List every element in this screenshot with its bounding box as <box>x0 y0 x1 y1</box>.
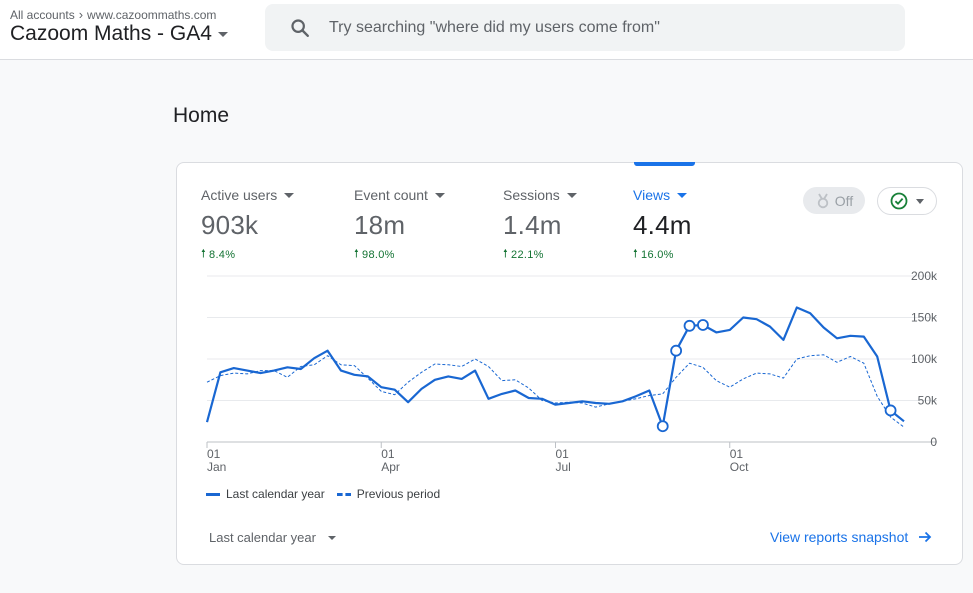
check-circle-icon <box>890 192 908 210</box>
metric-label: Views <box>633 187 671 203</box>
property-selector[interactable]: Cazoom Maths - GA4 <box>10 22 228 46</box>
legend-solid-swatch <box>206 492 220 496</box>
metric-change-value: 16.0% <box>641 248 674 261</box>
series-line-current <box>205 306 905 428</box>
metric-tab-active-users[interactable]: Active users 903k 🠕 8.4% <box>201 187 295 264</box>
legend-label: Previous period <box>356 487 441 501</box>
metric-value: 18m <box>354 210 406 240</box>
legend-label: Last calendar year <box>226 487 325 501</box>
anomaly-marker <box>670 344 683 357</box>
arrow-up-icon: 🠕 <box>354 248 360 260</box>
metric-label: Event count <box>354 187 428 203</box>
metric-change: 🠕 98.0% <box>354 245 445 264</box>
metric-change: 🠕 16.0% <box>633 245 692 264</box>
view-reports-snapshot-link[interactable]: View reports snapshot <box>770 529 932 545</box>
x-tick-label: Oct <box>730 460 749 474</box>
arrow-up-icon: 🠕 <box>633 248 639 260</box>
metric-value: 1.4m <box>503 210 562 240</box>
x-tick-label: Jan <box>207 460 226 474</box>
medal-icon <box>817 193 828 208</box>
search-input[interactable] <box>327 17 891 38</box>
arrow-up-icon: 🠕 <box>503 248 509 260</box>
caret-down-icon <box>434 192 445 198</box>
x-tick-label: 01 <box>730 447 744 461</box>
anomaly-marker <box>683 319 696 332</box>
y-tick-label: 150k <box>911 311 938 325</box>
metric-change-value: 98.0% <box>362 248 395 261</box>
y-tick-label: 0 <box>930 435 937 449</box>
metric-change: 🠕 8.4% <box>201 245 294 264</box>
date-range-selector[interactable]: Last calendar year <box>209 530 336 545</box>
x-tick-label: 01 <box>207 447 221 461</box>
toggle-label: Off <box>834 192 854 209</box>
arrow-right-icon <box>919 531 932 543</box>
metric-label: Sessions <box>503 187 560 203</box>
legend-item-previous: Previous period <box>336 487 441 501</box>
anomaly-marker <box>884 404 897 417</box>
breadcrumb-site[interactable]: www.cazoommaths.com <box>87 7 217 22</box>
page-title: Home <box>173 104 230 127</box>
search-bar[interactable] <box>265 4 905 51</box>
y-tick-label: 50k <box>918 394 938 408</box>
active-tab-indicator <box>634 162 695 166</box>
metric-change: 🠕 22.1% <box>503 245 577 264</box>
caret-down-icon <box>327 535 336 540</box>
x-tick-label: 01 <box>381 447 395 461</box>
caret-down-icon <box>284 192 295 198</box>
metric-change-value: 8.4% <box>209 248 236 261</box>
chart-legend: Last calendar year Previous period <box>206 487 440 501</box>
search-icon <box>291 18 309 37</box>
snapshot-link-label: View reports snapshot <box>770 529 909 545</box>
data-quality-dropdown[interactable] <box>877 187 937 215</box>
anomaly-marker <box>697 319 709 331</box>
x-tick-label: 01 <box>556 447 570 461</box>
metric-tab-views[interactable]: Views 4.4m 🠕 16.0% <box>633 187 692 264</box>
breadcrumb-all-accounts[interactable]: All accounts <box>10 7 75 22</box>
legend-dashed-swatch <box>336 492 351 496</box>
top-bar: All accounts › www.cazoommaths.com Cazoo… <box>0 0 973 60</box>
caret-down-icon <box>217 31 228 37</box>
overview-card: Active users 903k 🠕 8.4% Event count 18m … <box>176 162 963 565</box>
breadcrumb: All accounts › www.cazoommaths.com <box>10 7 216 22</box>
chevron-right-icon: › <box>78 7 84 22</box>
x-tick-label: Apr <box>381 460 400 474</box>
series-line-previous <box>206 354 905 428</box>
caret-down-icon <box>566 192 577 198</box>
metric-value: 4.4m <box>633 210 692 240</box>
metric-tab-event-count[interactable]: Event count 18m 🠕 98.0% <box>354 187 445 264</box>
arrow-up-icon: 🠕 <box>201 248 207 260</box>
metric-change-value: 22.1% <box>511 248 544 261</box>
caret-down-icon <box>677 192 688 198</box>
x-tick-label: Jul <box>556 460 571 474</box>
insights-toggle[interactable]: Off <box>803 187 865 214</box>
caret-down-icon <box>916 198 924 204</box>
metric-value: 903k <box>201 210 259 240</box>
anomaly-marker <box>656 420 669 433</box>
legend-item-current: Last calendar year <box>206 487 325 501</box>
y-tick-label: 200k <box>911 269 938 283</box>
metric-tab-sessions[interactable]: Sessions 1.4m 🠕 22.1% <box>503 187 577 264</box>
metric-label: Active users <box>201 187 278 203</box>
property-name: Cazoom Maths - GA4 <box>10 22 212 45</box>
y-tick-label: 100k <box>911 352 938 366</box>
date-range-label: Last calendar year <box>209 530 316 545</box>
